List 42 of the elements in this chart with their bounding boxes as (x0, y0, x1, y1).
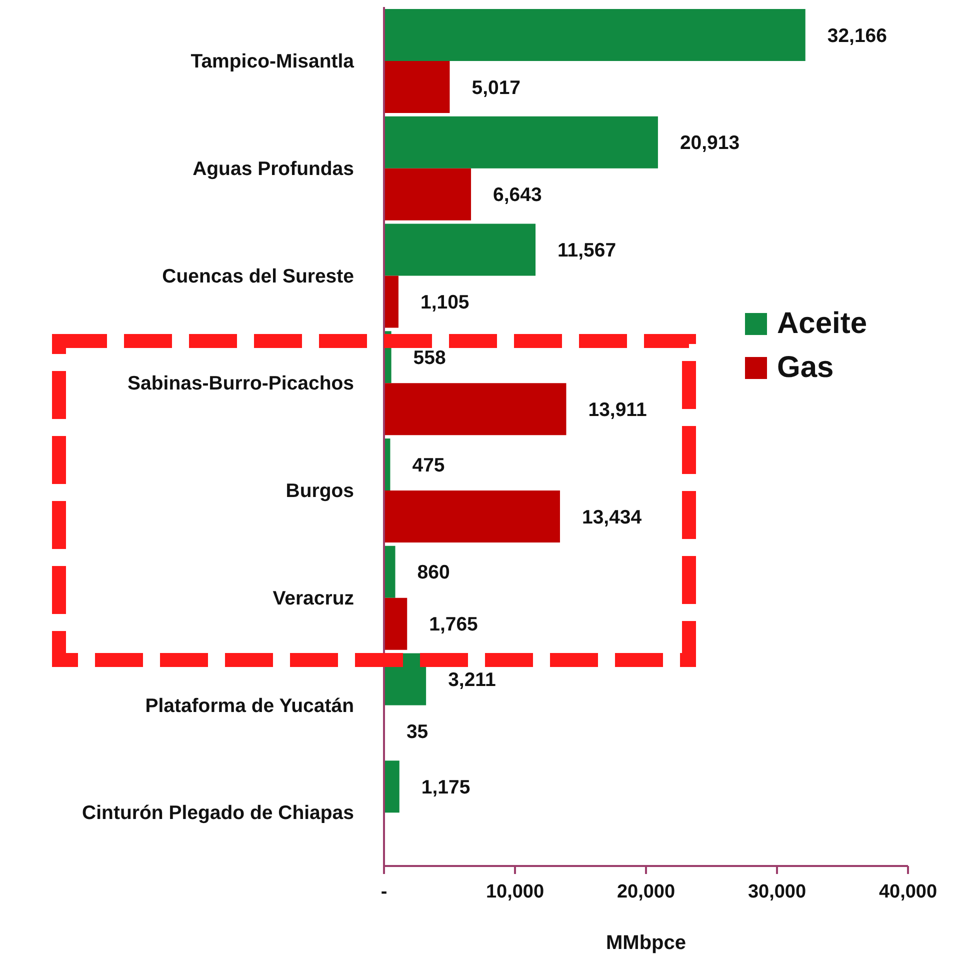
bar (384, 760, 400, 813)
data-label: 558 (413, 346, 446, 369)
x-tick-label: - (380, 881, 388, 902)
data-label: 1,765 (429, 614, 478, 636)
y-tick-label: Tampico-Misantla (190, 50, 354, 73)
data-label: 3,211 (448, 669, 496, 692)
x-tick-label: 20,000 (616, 881, 676, 902)
data-label: 5,017 (472, 76, 521, 99)
x-tick-label: 10,000 (486, 881, 544, 902)
data-label: 860 (417, 562, 450, 584)
y-tick-label: Cuencas del Sureste (162, 265, 354, 288)
bar (384, 490, 560, 542)
bar (384, 9, 806, 61)
data-label: 1,105 (420, 292, 470, 314)
legend-label: Gas (777, 351, 834, 385)
data-label: 35 (406, 721, 428, 744)
data-label: 11,567 (558, 240, 616, 262)
x-tick-label: 30,000 (748, 881, 806, 902)
y-tick-label: Plataforma de Yucatán (145, 694, 354, 717)
bar (384, 546, 396, 598)
bar (384, 168, 472, 220)
bar (384, 383, 566, 436)
data-label: 20,913 (680, 132, 740, 154)
bar (384, 116, 658, 168)
x-tick-label: 40,000 (878, 881, 938, 902)
bar (384, 61, 450, 113)
y-tick-label: Burgos (286, 480, 354, 502)
y-tick-label: Veracruz (272, 587, 354, 610)
data-label: 6,643 (493, 184, 542, 206)
x-axis-title: MMbpce (606, 932, 686, 954)
y-tick-label: Aguas Profundas (192, 158, 354, 180)
data-label: 32,166 (827, 24, 888, 47)
data-label: 475 (412, 454, 445, 476)
bar (384, 276, 398, 328)
bar (384, 224, 536, 276)
y-tick-label: Sabinas-Burro-Picachos (128, 372, 354, 395)
data-label: 13,434 (582, 506, 642, 528)
legend-label: Aceite (777, 307, 868, 341)
data-label: 1,175 (421, 776, 470, 798)
y-tick-label: Cinturón Plegado de Chiapas (82, 802, 354, 824)
bar (384, 598, 408, 650)
data-label: 13,911 (588, 398, 647, 421)
